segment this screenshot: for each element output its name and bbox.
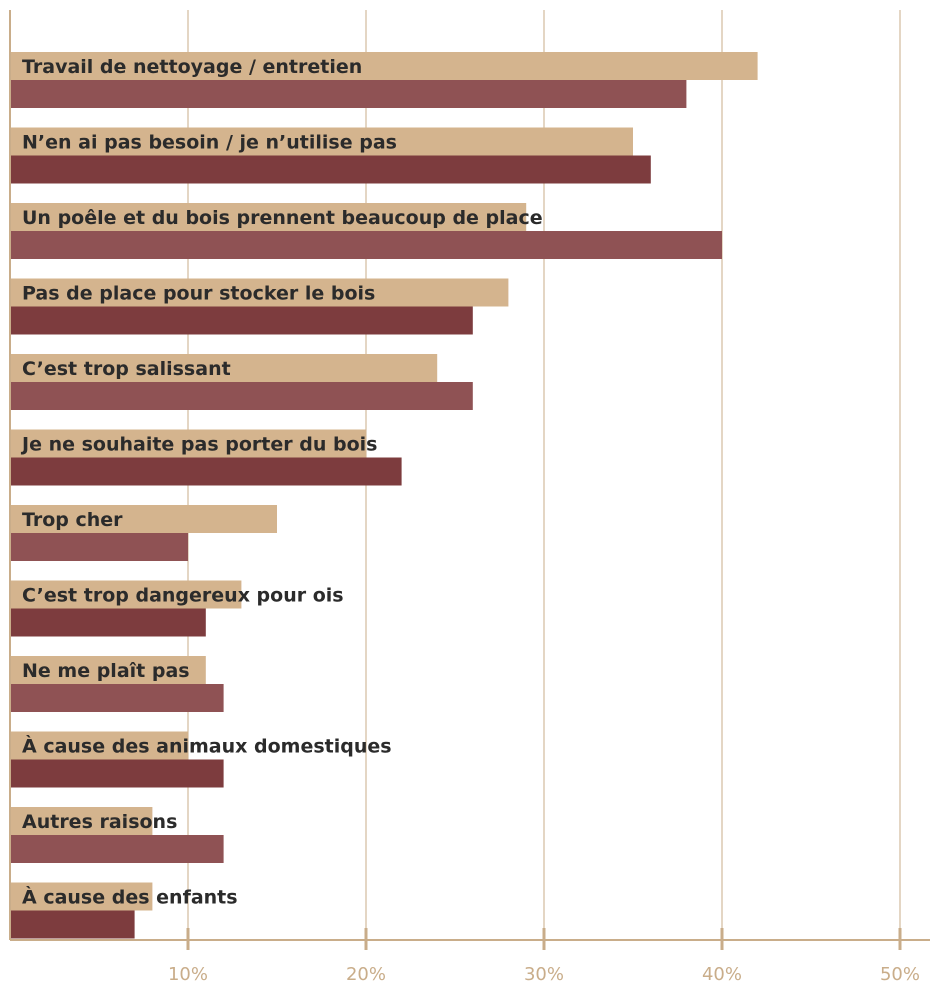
- bar: [10, 306, 473, 335]
- bar: [10, 608, 206, 637]
- bar: [10, 533, 188, 561]
- bar: [10, 80, 687, 108]
- bar: [10, 354, 438, 382]
- bar: [10, 580, 242, 609]
- bar: [10, 382, 473, 410]
- bar: [10, 203, 527, 231]
- bar: [10, 759, 224, 788]
- category-label: N’en ai pas besoin / je n’utilise pas: [22, 132, 397, 154]
- category-label: Travail de nettoyage / entretien: [22, 56, 362, 78]
- category-label: Pas de place pour stocker le bois: [22, 283, 375, 305]
- bar: [10, 684, 224, 712]
- bar: [10, 155, 651, 184]
- bar: [10, 127, 633, 156]
- bar: [10, 835, 224, 863]
- category-label: Je ne souhaite pas porter du bois: [20, 434, 377, 456]
- bar: [10, 231, 722, 259]
- bar: [10, 457, 402, 486]
- category-label: À cause des enfants: [22, 886, 238, 909]
- x-tick-label: 40%: [702, 964, 742, 985]
- bar: [10, 910, 135, 939]
- x-tick-label: 50%: [880, 964, 920, 985]
- bar: [10, 656, 206, 684]
- x-tick-label: 20%: [346, 964, 386, 985]
- x-tick-label: 30%: [524, 964, 564, 985]
- x-tick-label: 10%: [168, 964, 208, 985]
- category-label: Ne me plaît pas: [22, 660, 190, 682]
- bar: [10, 505, 277, 533]
- category-label: C’est trop salissant: [22, 358, 231, 380]
- bar: [10, 429, 366, 458]
- bar: [10, 807, 153, 835]
- category-label: C’est trop dangereux pour ois: [22, 585, 344, 607]
- bar: [10, 731, 188, 760]
- category-label: Autres raisons: [22, 811, 177, 833]
- category-label: Trop cher: [22, 509, 123, 531]
- bar: [10, 882, 153, 911]
- category-label: À cause des animaux domestiques: [22, 735, 392, 758]
- category-label: Un poêle et du bois prennent beaucoup de…: [22, 207, 543, 229]
- bar: [10, 278, 509, 307]
- bar: [10, 52, 758, 80]
